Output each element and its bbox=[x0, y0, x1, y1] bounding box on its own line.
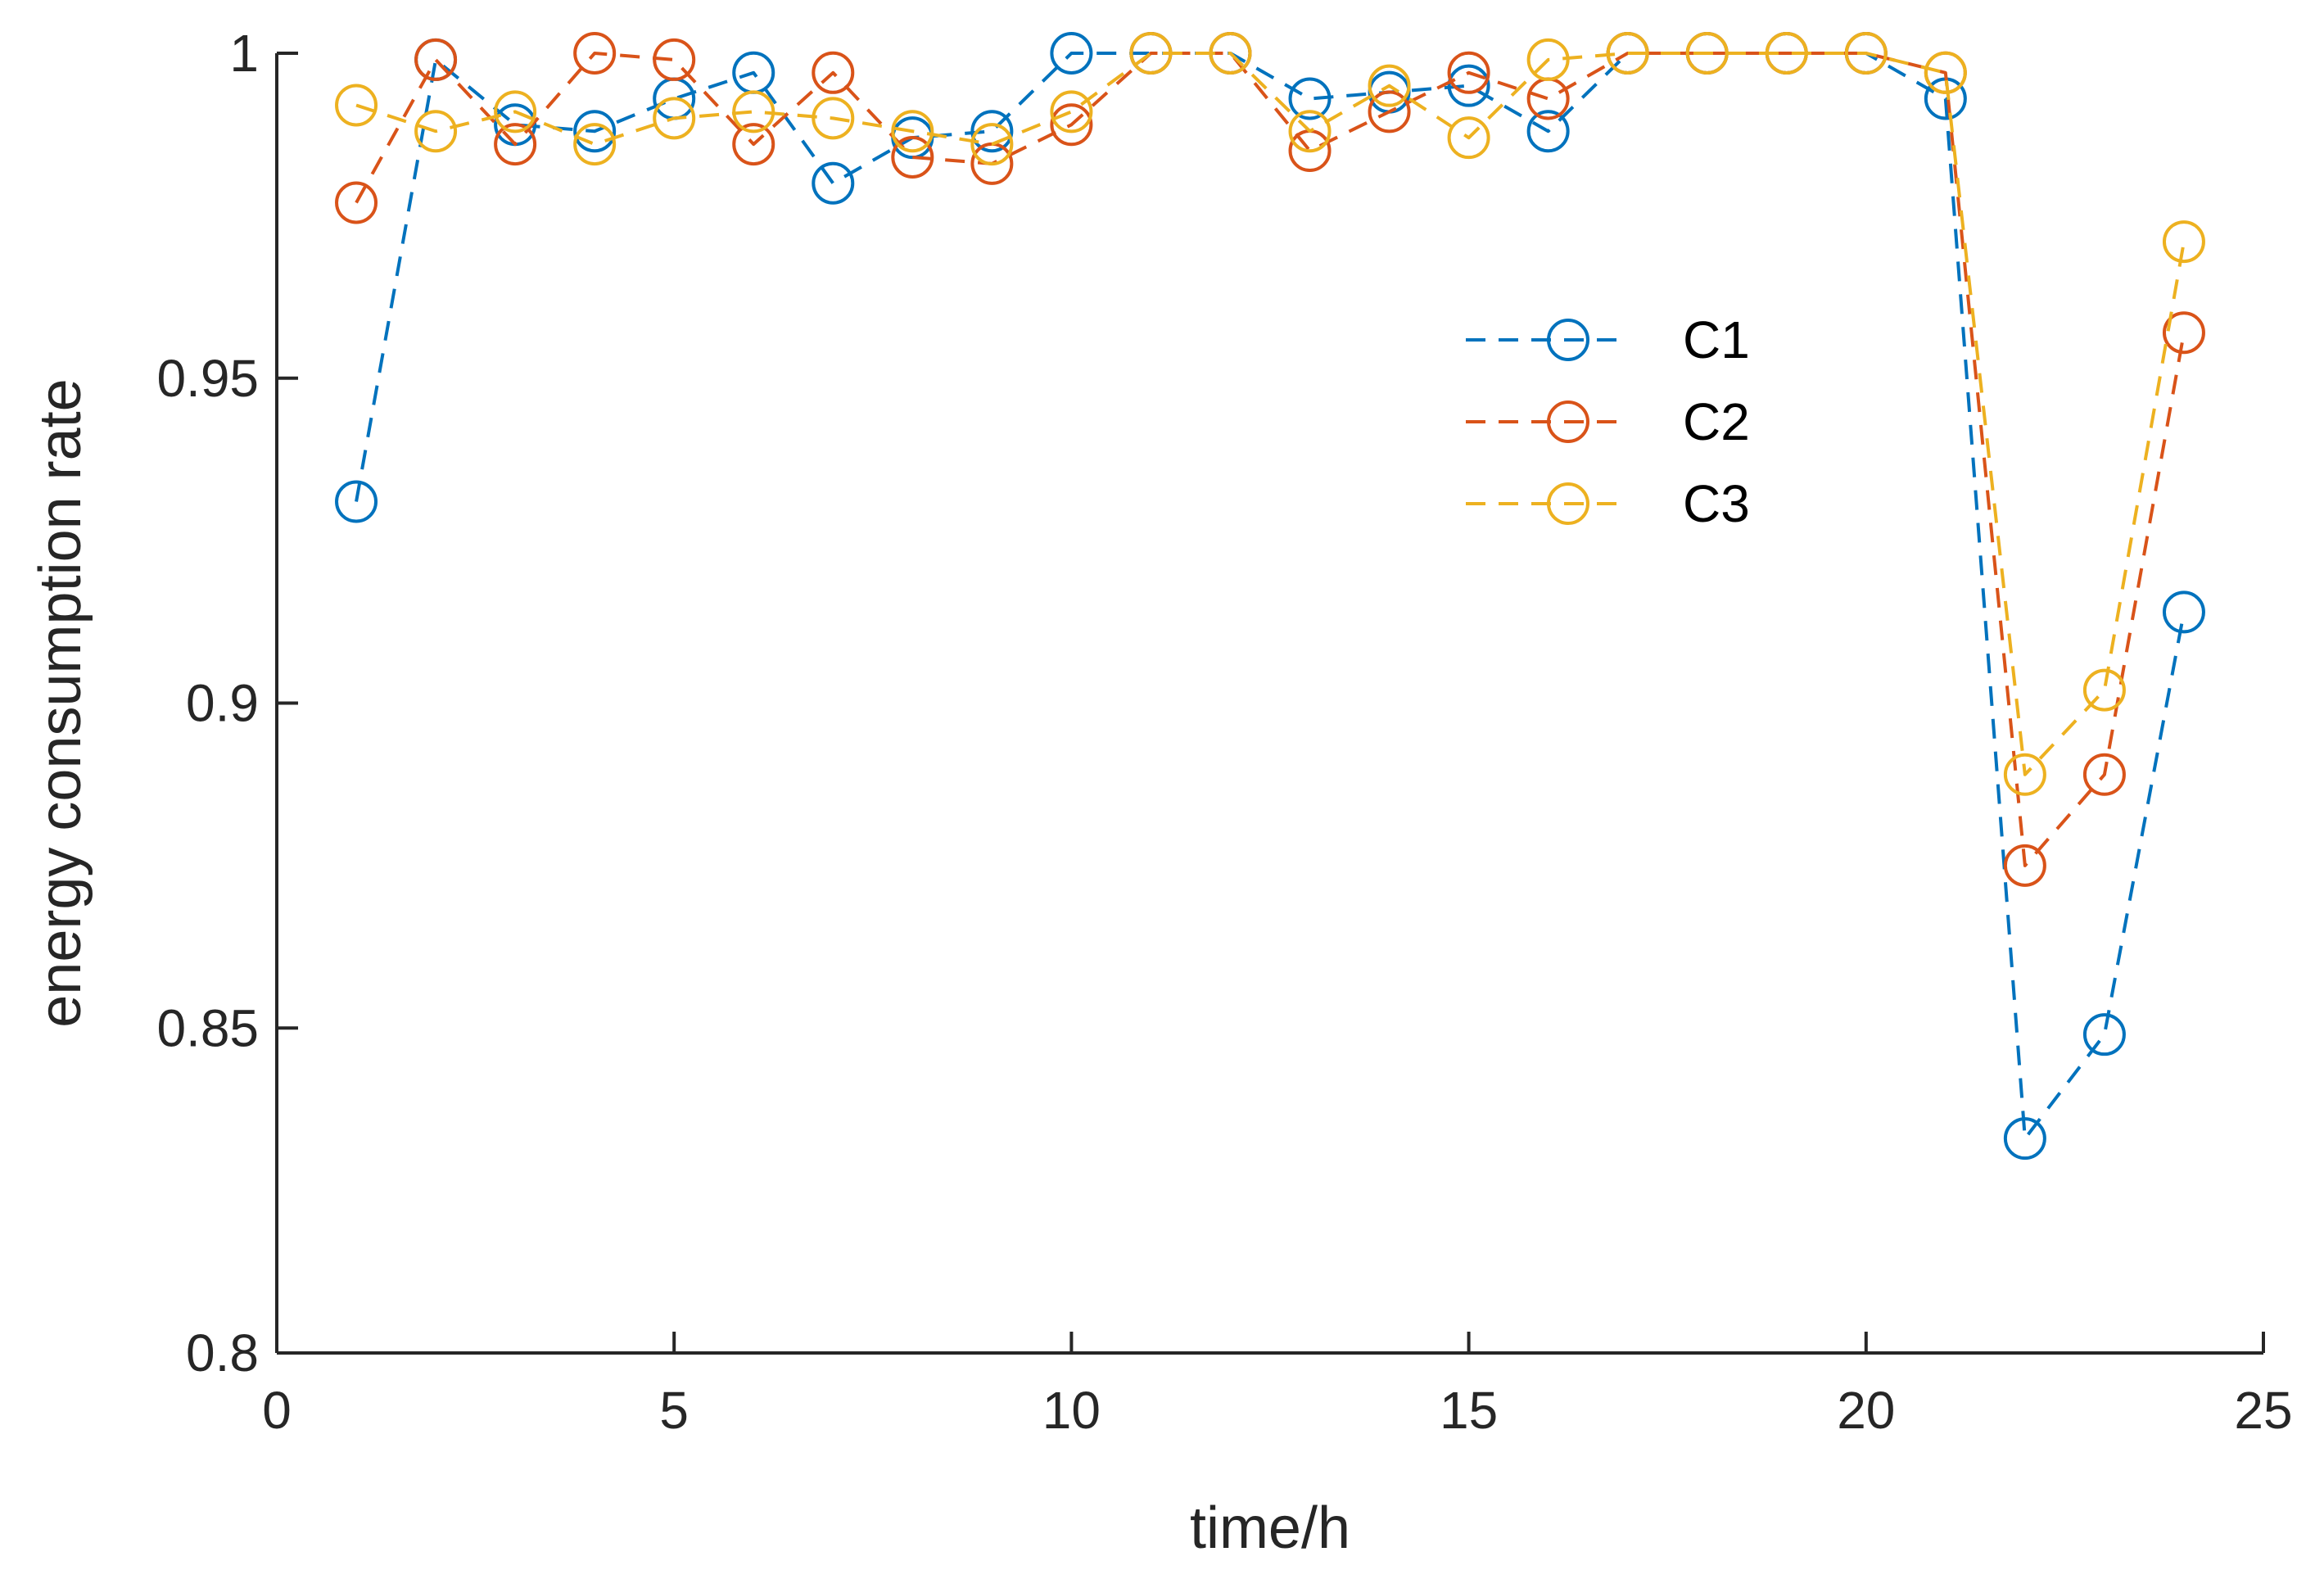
series-layer bbox=[335, 32, 2205, 1160]
y-tick-label: 1 bbox=[229, 24, 259, 83]
data-point-C2 bbox=[573, 32, 617, 75]
data-point-C2 bbox=[653, 38, 696, 81]
legend-label-C3: C3 bbox=[1683, 474, 1750, 533]
axes: 0 5 10 15 20 25 0.8 0.85 0.9 0.95 1 bbox=[156, 24, 2292, 1440]
legend-marker-C3 bbox=[1547, 482, 1589, 525]
series-C2 bbox=[335, 32, 2205, 887]
y-axis-title: energy consumption rate bbox=[28, 378, 93, 1027]
series-C3 bbox=[335, 32, 2205, 796]
data-point-C3 bbox=[653, 97, 696, 140]
data-point-C2 bbox=[1368, 90, 1411, 133]
data-point-C2 bbox=[414, 38, 458, 81]
data-point-C3 bbox=[1765, 32, 1808, 75]
x-ticks: 0 5 10 15 20 25 bbox=[262, 1332, 2293, 1440]
series-line-C1 bbox=[355, 52, 2186, 1141]
data-point-C2 bbox=[335, 181, 378, 224]
data-point-C3 bbox=[1368, 64, 1411, 107]
data-point-C3 bbox=[2003, 753, 2046, 796]
data-point-C2 bbox=[2003, 844, 2046, 887]
data-point-C3 bbox=[1844, 32, 1888, 75]
y-tick-label: 0.9 bbox=[186, 674, 259, 733]
data-point-C3 bbox=[732, 90, 775, 133]
data-point-C1 bbox=[1526, 110, 1570, 153]
x-tick-label: 25 bbox=[2234, 1381, 2292, 1440]
data-point-C3 bbox=[1447, 116, 1490, 160]
data-point-C1 bbox=[573, 110, 617, 153]
data-point-C1 bbox=[2003, 1117, 2046, 1160]
data-point-C1 bbox=[1288, 77, 1332, 120]
legend: C1 C2 C3 bbox=[1466, 310, 1750, 533]
data-point-C3 bbox=[1129, 32, 1173, 75]
data-point-C2 bbox=[1447, 51, 1490, 94]
data-point-C2 bbox=[812, 51, 855, 94]
data-point-C3 bbox=[2162, 220, 2205, 264]
legend-item-C1: C1 bbox=[1466, 310, 1750, 369]
data-point-C1 bbox=[335, 480, 378, 523]
data-point-C3 bbox=[1209, 32, 1252, 75]
data-point-C2 bbox=[2162, 311, 2205, 355]
data-point-C3 bbox=[891, 110, 934, 153]
data-point-C1 bbox=[1447, 64, 1490, 107]
data-point-C3 bbox=[1685, 32, 1729, 75]
data-point-C3 bbox=[1288, 110, 1332, 153]
data-point-C1 bbox=[812, 161, 855, 205]
data-point-C2 bbox=[891, 135, 934, 179]
data-point-C2 bbox=[494, 123, 537, 166]
data-point-C3 bbox=[2082, 668, 2126, 712]
legend-label-C2: C2 bbox=[1683, 392, 1750, 451]
data-point-C3 bbox=[494, 90, 537, 133]
x-tick-label: 20 bbox=[1837, 1381, 1895, 1440]
x-tick-label: 10 bbox=[1042, 1381, 1101, 1440]
data-point-C1 bbox=[970, 110, 1014, 153]
x-tick-label: 15 bbox=[1440, 1381, 1498, 1440]
x-tick-label: 5 bbox=[659, 1381, 689, 1440]
data-point-C2 bbox=[732, 123, 775, 166]
data-point-C2 bbox=[2082, 753, 2126, 796]
data-point-C3 bbox=[414, 110, 458, 153]
y-tick-label: 0.95 bbox=[156, 349, 259, 408]
x-tick-label: 0 bbox=[262, 1381, 292, 1440]
data-point-C1 bbox=[2082, 1013, 2126, 1056]
data-point-C3 bbox=[1526, 38, 1570, 81]
data-point-C3 bbox=[1606, 32, 1649, 75]
y-ticks: 0.8 0.85 0.9 0.95 1 bbox=[156, 24, 298, 1382]
series-line-C3 bbox=[355, 52, 2186, 776]
series-C1 bbox=[335, 32, 2205, 1160]
series-line-C2 bbox=[355, 52, 2186, 867]
x-axis-title: time/h bbox=[1190, 1495, 1350, 1561]
data-point-C1 bbox=[2162, 590, 2205, 634]
data-point-C3 bbox=[573, 123, 617, 166]
y-tick-label: 0.8 bbox=[186, 1323, 259, 1382]
legend-marker-C1 bbox=[1547, 319, 1589, 361]
data-point-C1 bbox=[1050, 32, 1093, 75]
legend-item-C2: C2 bbox=[1466, 392, 1750, 451]
data-point-C3 bbox=[1924, 51, 1967, 94]
data-point-C3 bbox=[335, 84, 378, 127]
data-point-C3 bbox=[970, 123, 1014, 166]
legend-item-C3: C3 bbox=[1466, 474, 1750, 533]
y-tick-label: 0.85 bbox=[156, 998, 259, 1057]
data-point-C3 bbox=[1050, 90, 1093, 133]
legend-marker-C2 bbox=[1547, 400, 1589, 443]
data-point-C3 bbox=[812, 97, 855, 140]
data-point-C2 bbox=[1050, 103, 1093, 147]
legend-label-C1: C1 bbox=[1683, 310, 1750, 369]
